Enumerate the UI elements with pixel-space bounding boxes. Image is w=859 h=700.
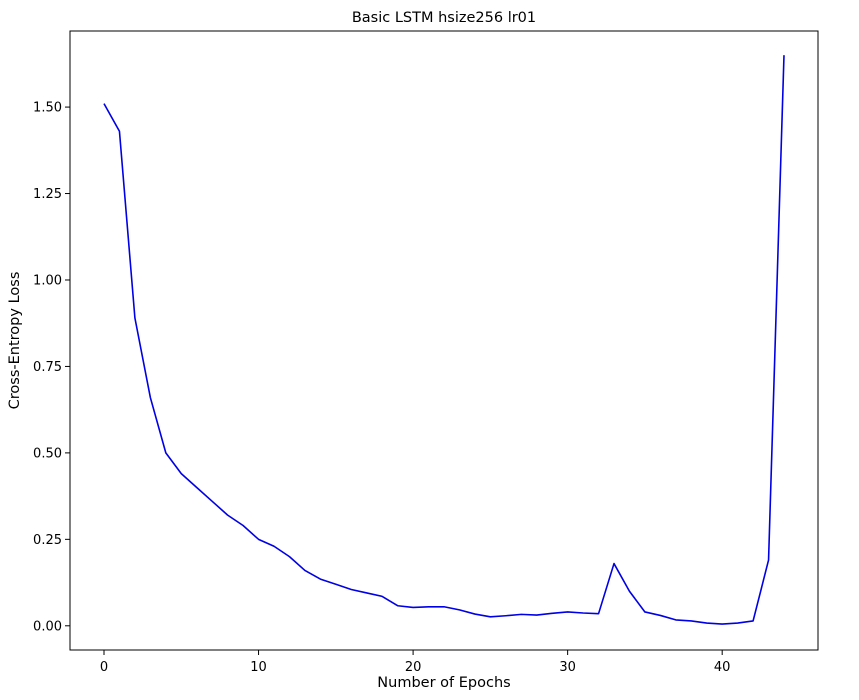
y-tick-label: 1.50 — [33, 101, 62, 116]
y-axis-label: Cross-Entropy Loss — [7, 272, 23, 410]
y-tick-label: 0.50 — [33, 446, 62, 461]
y-tick-label: 1.00 — [33, 273, 62, 288]
x-tick-label: 40 — [714, 660, 731, 675]
x-axis-label: Number of Epochs — [377, 675, 510, 691]
y-tick-label: 0.75 — [33, 360, 62, 375]
y-tick-label: 0.25 — [33, 533, 62, 548]
x-tick-label: 30 — [559, 660, 576, 675]
plot-area — [103, 55, 785, 625]
x-axis: 0 10 20 30 40 — [100, 650, 731, 675]
x-tick-label: 0 — [100, 660, 108, 675]
plot-frame — [69, 30, 819, 651]
y-tick-label: 0.00 — [33, 619, 62, 634]
chart-title: Basic LSTM hsize256 lr01 — [352, 10, 536, 26]
x-tick-label: 10 — [250, 660, 267, 675]
x-tick-label: 20 — [405, 660, 422, 675]
y-tick-label: 1.25 — [33, 187, 62, 202]
loss-series-line — [103, 55, 785, 625]
y-axis: 0.00 0.25 0.50 0.75 1.00 1.25 1.50 — [33, 101, 70, 634]
